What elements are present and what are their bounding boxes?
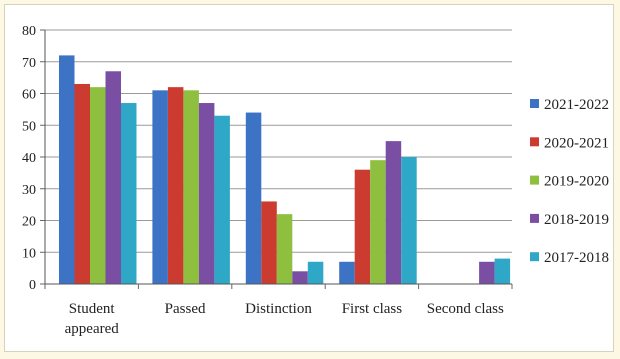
bar (74, 83, 90, 284)
y-tick-label: 70 (22, 56, 36, 71)
legend-label: 2021-2022 (544, 97, 609, 113)
bar (105, 71, 121, 285)
x-category-label: Student appeared (65, 301, 120, 337)
x-category-label-line: First class (342, 301, 403, 317)
bar (370, 160, 386, 284)
x-category-label: Passed (165, 301, 206, 317)
bar (90, 87, 106, 285)
x-category-label-line: Passed (165, 301, 206, 317)
legend-swatch (530, 213, 539, 223)
bars (59, 55, 511, 285)
x-category-label-line: appeared (65, 321, 120, 337)
x-category-label-line: Second class (427, 301, 504, 317)
legend-label: 2020-2021 (544, 135, 609, 151)
x-category-label: Second class (427, 301, 504, 317)
y-tick-label: 60 (22, 88, 36, 103)
bar (198, 103, 215, 285)
bar (167, 87, 184, 285)
legend: 2021-2022 2020-2021 2019-2020 2018-2019 2017… (530, 97, 609, 266)
y-tick-label: 50 (22, 119, 36, 134)
bar (385, 141, 402, 284)
x-category-label: First class (342, 301, 403, 317)
y-tick-label: 10 (22, 246, 36, 261)
bar (292, 271, 308, 284)
bar (479, 261, 495, 284)
bar (261, 201, 277, 284)
legend-swatch (530, 99, 539, 108)
legend-swatch (530, 175, 539, 185)
bar (494, 258, 511, 284)
bar (152, 90, 168, 284)
legend-swatch (530, 252, 539, 262)
bar (339, 261, 355, 284)
x-category-label: Distinction (245, 301, 312, 317)
bar (276, 214, 293, 284)
bar (354, 169, 371, 284)
legend-label: 2018-2019 (544, 212, 609, 228)
bar (214, 115, 230, 284)
legend-label: 2019-2020 (544, 174, 609, 190)
bar (307, 261, 324, 284)
bar (401, 157, 417, 284)
legend-swatch (530, 137, 539, 147)
axes: 0 10 20 30 40 50 60 70 80 Student appeared Passed Di… (22, 24, 513, 337)
bar (59, 55, 75, 285)
y-tick-label: 0 (29, 278, 36, 293)
y-tick-label: 40 (22, 151, 36, 166)
bar (121, 103, 137, 285)
y-tick-label: 80 (22, 24, 36, 39)
x-category-label-line: Student (69, 301, 116, 317)
x-category-label-line: Distinction (245, 301, 312, 317)
bar (245, 112, 262, 284)
legend-label: 2017-2018 (544, 250, 609, 266)
y-tick-label: 20 (22, 215, 36, 230)
y-tick-label: 30 (22, 183, 36, 198)
bar (183, 90, 199, 284)
